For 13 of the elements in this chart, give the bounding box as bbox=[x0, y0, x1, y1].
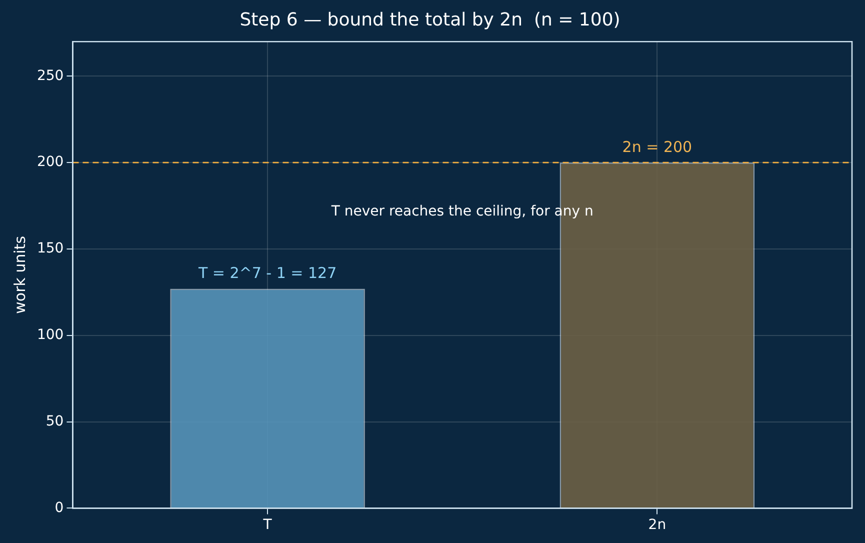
data-label: T = 2^7 - 1 = 127 bbox=[197, 264, 337, 282]
y-tick-label: 200 bbox=[36, 154, 64, 170]
y-axis-title: work units bbox=[10, 236, 29, 314]
x-tick-label: 2n bbox=[648, 517, 666, 534]
chart-title: Step 6 — bound the total by 2n (n = 100) bbox=[240, 9, 620, 30]
y-tick-label: 50 bbox=[46, 413, 64, 430]
y-tick-label: 100 bbox=[36, 327, 64, 344]
annotation: T never reaches the ceiling, for any n bbox=[330, 204, 594, 220]
x-tick-label: T bbox=[262, 517, 272, 534]
data-label: 2n = 200 bbox=[622, 138, 692, 156]
y-tick-label: 0 bbox=[54, 500, 64, 516]
y-tick-label: 150 bbox=[36, 240, 64, 257]
y-tick-label: 250 bbox=[36, 68, 64, 84]
